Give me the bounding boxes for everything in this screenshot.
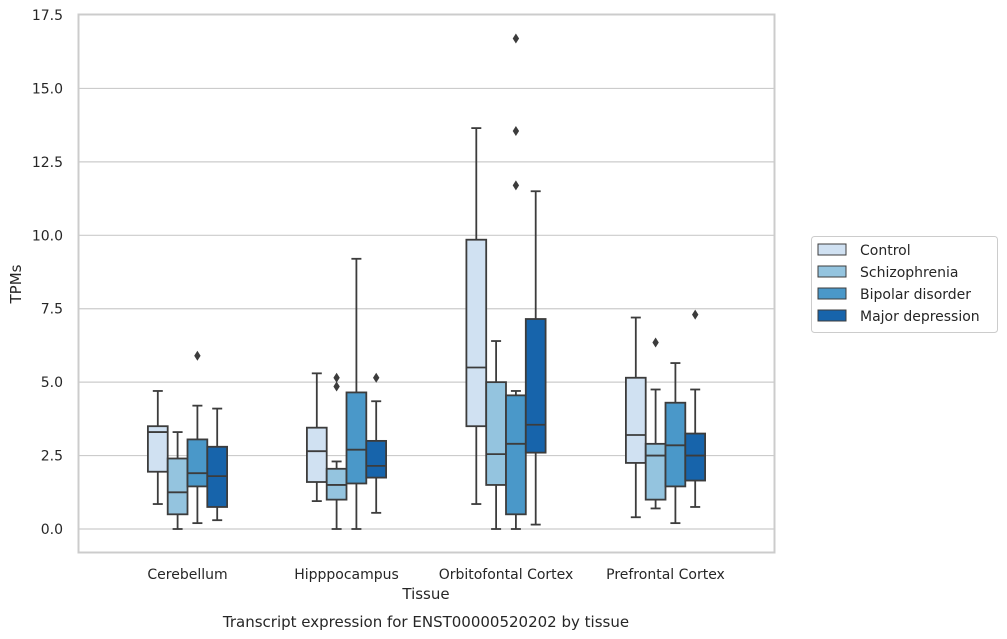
x-axis-title: Tissue [401, 585, 449, 603]
legend-label: Schizophrenia [860, 265, 958, 281]
outlier-point [692, 309, 699, 320]
box-iqr [345, 391, 368, 485]
series-bipolar-disorder [186, 33, 687, 530]
box [305, 372, 328, 502]
legend-swatch [817, 265, 847, 278]
outlier-point [652, 337, 659, 348]
box [146, 390, 169, 505]
legend-entry: Schizophrenia [817, 265, 958, 281]
y-axis-title: TPMs [7, 264, 25, 304]
legend-label: Bipolar disorder [860, 287, 971, 303]
outlier-point [194, 350, 201, 361]
box [186, 350, 209, 525]
box [684, 309, 706, 508]
outlier-point [512, 33, 520, 44]
legend-swatch [817, 287, 847, 300]
box-iqr [625, 376, 647, 464]
y-tick-label: 2.5 [41, 449, 63, 465]
box [524, 190, 547, 526]
legend-label: Major depression [860, 309, 980, 325]
y-tick-label: 10.0 [32, 228, 63, 244]
box [664, 362, 687, 525]
outlier-point [333, 372, 340, 383]
box [345, 257, 368, 530]
box [505, 33, 527, 530]
box-iqr [485, 381, 507, 486]
outlier-point [512, 180, 520, 191]
y-tick-labels: 0.0 2.5 5.0 7.5 10.0 12.5 15.0 17.5 [32, 8, 63, 538]
legend-entry: Control [817, 243, 911, 259]
box [465, 127, 488, 505]
box-iqr [505, 394, 527, 516]
x-tick-label: Hipppocampus [294, 567, 399, 583]
box-iqr [524, 318, 547, 454]
box [206, 407, 229, 522]
y-tick-label: 15.0 [32, 81, 63, 97]
x-tick-labels: Cerebellum Hipppocampus Orbitofontal Corte… [147, 567, 725, 583]
box [485, 340, 507, 530]
legend-label: Control [860, 243, 911, 259]
plot-frame [77, 13, 776, 554]
box-series [146, 33, 706, 530]
y-tick-label: 7.5 [41, 302, 63, 318]
box [365, 372, 387, 514]
legend-entry: Major depression [817, 309, 980, 325]
legend-swatch [817, 309, 847, 322]
legend-swatch [817, 243, 847, 256]
legend: Control Schizophrenia Bipolar disorder Majo… [811, 236, 998, 333]
outlier-point [512, 126, 520, 137]
y-tick-label: 5.0 [41, 375, 63, 391]
box [644, 337, 667, 510]
series-schizophrenia [166, 337, 667, 530]
box-iqr [644, 442, 667, 501]
y-tick-label: 0.0 [41, 522, 63, 538]
box-iqr [166, 457, 189, 516]
box-iqr [146, 425, 169, 473]
series-control [146, 127, 647, 519]
box-iqr [186, 438, 209, 488]
series-major-depression [206, 190, 706, 526]
box [625, 316, 647, 519]
legend-frame [811, 236, 998, 333]
box-iqr [465, 238, 488, 428]
y-tick-label: 12.5 [32, 155, 63, 171]
outlier-point [333, 381, 340, 392]
x-tick-label: Orbitofontal Cortex [439, 567, 574, 583]
box-iqr [365, 439, 387, 479]
box-iqr [305, 426, 328, 483]
chart-caption: Transcript expression for ENST0000052020… [222, 613, 629, 631]
x-tick-label: Prefrontal Cortex [606, 567, 725, 583]
box-iqr [684, 432, 706, 482]
outlier-point [373, 372, 380, 383]
x-tick-label: Cerebellum [147, 567, 227, 583]
legend-entry: Bipolar disorder [817, 287, 971, 303]
y-tick-label: 17.5 [32, 8, 63, 24]
box [325, 372, 348, 530]
box [166, 431, 189, 530]
